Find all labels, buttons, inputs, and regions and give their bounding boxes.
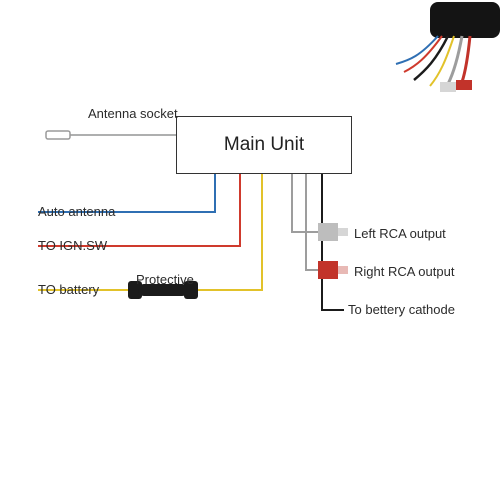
label-to-ign: TO IGN.SW [38,238,107,253]
label-protective: Protective [136,272,194,287]
left-rca-plug-body-icon [318,223,338,241]
wire-battery-cathode [322,174,344,310]
right-rca-plug-body-icon [318,261,338,279]
left-rca-plug-tip-icon [338,228,348,236]
antenna-plug-icon [46,131,70,139]
label-auto-antenna: Auto antenna [38,204,115,219]
main-unit-box: Main Unit [176,116,352,174]
harness-photo-icon [396,2,500,92]
label-battery-cathode: To bettery cathode [348,302,455,317]
label-right-rca: Right RCA output [354,264,454,279]
label-antenna-socket: Antenna socket [88,106,178,121]
right-rca-plug-tip-icon [338,266,348,274]
label-left-rca: Left RCA output [354,226,446,241]
wire-right-rca [306,174,318,270]
label-to-battery: TO battery [38,282,99,297]
